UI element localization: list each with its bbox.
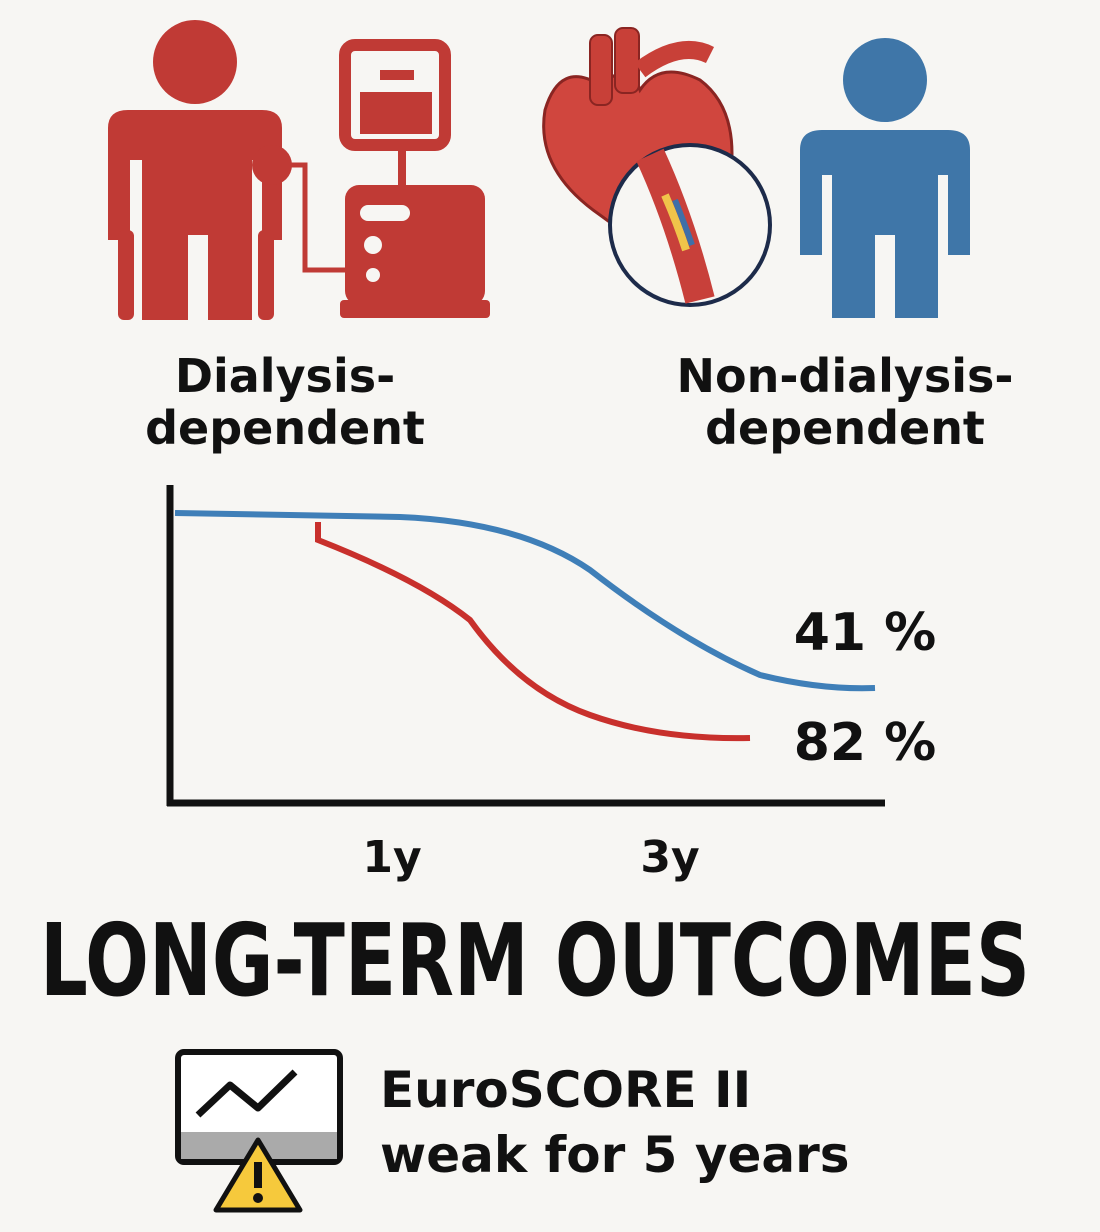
non-dialysis-curve <box>174 510 876 692</box>
panel-label: dependent <box>145 401 425 455</box>
fluid-bag <box>339 39 451 151</box>
machine-button <box>360 205 410 221</box>
monitor-icon <box>175 1049 343 1213</box>
bag-label <box>380 70 414 80</box>
panel-label: Non-dialysis- <box>676 349 1013 403</box>
x-tick-label: 3y <box>640 832 699 883</box>
end-label: 82 % <box>794 713 937 773</box>
machine-button <box>366 268 380 282</box>
hand <box>252 145 292 185</box>
survival-chart: 41 % 82 % 1y 3y <box>166 485 937 883</box>
leg-right <box>258 230 274 320</box>
machine-base <box>340 300 490 318</box>
machine-button <box>364 236 382 254</box>
non-dialysis-patient-icon <box>800 38 970 318</box>
panel-label: Dialysis- <box>175 349 395 403</box>
fluid <box>360 92 432 134</box>
heart-icon <box>542 27 772 307</box>
dialysis-patient-icon <box>108 20 490 320</box>
note-text: EuroSCORE II <box>380 1061 751 1119</box>
panel-label: dependent <box>705 401 985 455</box>
note-text: weak for 5 years <box>380 1126 850 1184</box>
end-label: 41 % <box>794 603 937 663</box>
body <box>108 110 282 320</box>
plaque <box>661 193 690 252</box>
head <box>843 38 927 122</box>
x-tick-label: 1y <box>362 832 421 883</box>
body <box>800 130 970 318</box>
leg-left <box>118 230 134 320</box>
title: LONG-TERM OUTCOMES <box>40 902 1030 1019</box>
stent <box>672 198 695 246</box>
pole <box>398 145 406 185</box>
head <box>153 20 237 104</box>
dialysis-curve <box>315 522 751 742</box>
